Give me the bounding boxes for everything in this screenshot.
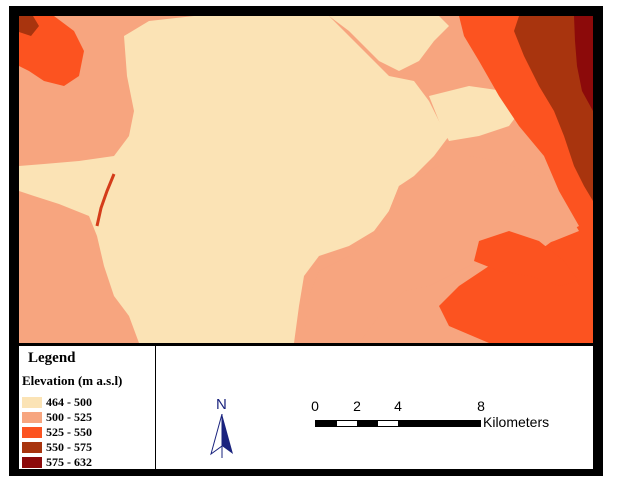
elevation-zone-464-500-north bbox=[329, 16, 449, 71]
map-footer: Legend Elevation (m a.s.l) 464 - 500 500… bbox=[19, 343, 593, 469]
legend-label: 500 - 525 bbox=[46, 410, 92, 424]
north-arrow: N bbox=[209, 396, 249, 466]
legend-subtitle: Elevation (m a.s.l) bbox=[22, 373, 123, 388]
map-frame: Legend Elevation (m a.s.l) 464 - 500 500… bbox=[9, 6, 603, 476]
elevation-zone-464-500 bbox=[19, 16, 449, 343]
legend-label: 550 - 575 bbox=[46, 440, 92, 454]
elevation-zone-464-500-east bbox=[429, 86, 524, 141]
legend: Legend Elevation (m a.s.l) 464 - 500 500… bbox=[19, 346, 156, 469]
scale-bar-graphic bbox=[315, 420, 481, 427]
scale-segment bbox=[398, 421, 480, 426]
elevation-zone-525-550-nw bbox=[19, 16, 84, 86]
fault-line bbox=[95, 173, 116, 227]
legend-label: 575 - 632 bbox=[46, 455, 92, 469]
legend-swatch bbox=[22, 442, 42, 453]
scale-tick-label: 0 bbox=[311, 398, 319, 414]
legend-label: 525 - 550 bbox=[46, 425, 92, 439]
scale-tick-label: 8 bbox=[477, 398, 485, 414]
legend-item: 575 - 632 bbox=[22, 455, 92, 469]
scale-segment bbox=[337, 421, 357, 426]
elevation-map bbox=[19, 16, 593, 343]
scale-tick-label: 2 bbox=[353, 398, 361, 414]
north-arrow-icon bbox=[210, 414, 233, 458]
scale-segment bbox=[316, 421, 337, 426]
legend-swatch bbox=[22, 397, 42, 408]
elevation-zone-550-575 bbox=[514, 16, 593, 201]
scale-bar: 0 2 4 8 Kilometers bbox=[311, 398, 575, 438]
legend-label: 464 - 500 bbox=[46, 395, 92, 409]
scale-tick-label: 4 bbox=[394, 398, 402, 414]
north-label: N bbox=[216, 396, 227, 413]
scale-unit: Kilometers bbox=[483, 414, 550, 430]
legend-item: 525 - 550 bbox=[22, 425, 92, 439]
legend-item: 500 - 525 bbox=[22, 410, 92, 424]
legend-swatch bbox=[22, 457, 42, 468]
elevation-raster bbox=[19, 16, 593, 343]
legend-item: 550 - 575 bbox=[22, 440, 92, 454]
ridge-line bbox=[19, 145, 130, 182]
legend-swatch bbox=[22, 412, 42, 423]
scale-segment bbox=[378, 421, 398, 426]
legend-item: 464 - 500 bbox=[22, 395, 92, 409]
elevation-zone-575-632 bbox=[574, 16, 593, 111]
scale-segment bbox=[357, 421, 378, 426]
legend-swatch bbox=[22, 427, 42, 438]
legend-title: Legend bbox=[28, 350, 76, 366]
elevation-zone-500-525-se bbox=[304, 156, 579, 343]
elevation-zone-525-550-se-patch bbox=[474, 231, 579, 286]
elevation-zone-550-575-nw bbox=[19, 16, 39, 36]
